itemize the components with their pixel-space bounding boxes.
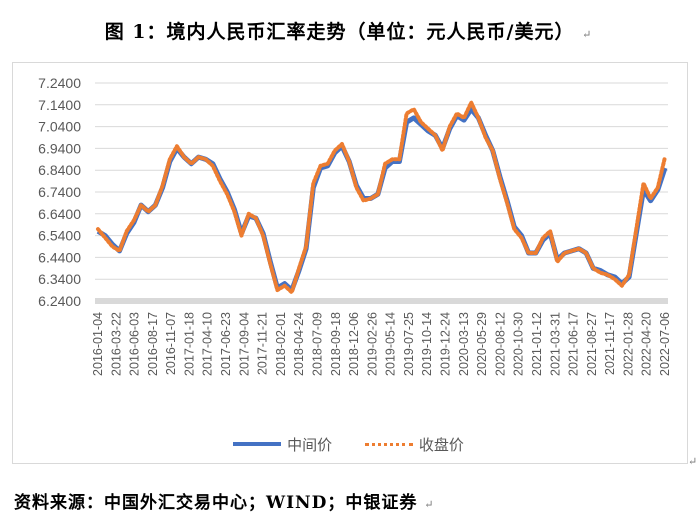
x-axis-labels: 2016-01-04 2016-03-22 2016-06-03 2016-08-17… [91,312,672,376]
series-mid-price-line [96,106,668,293]
x-tick-label: 2017-11-21 [256,312,270,375]
x-tick-label: 2019-12-24 [439,312,453,376]
x-tick-label: 2018-07-09 [310,312,324,376]
x-tick-label: 2018-12-06 [347,312,361,376]
y-tick-label: 6.4400 [38,249,81,265]
x-tick-label: 2020-03-13 [457,312,471,376]
x-tick-label: 2017-09-04 [237,312,251,376]
x-tick-label: 2019-10-14 [420,312,434,376]
y-tick-label: 6.3400 [38,271,81,287]
x-tick-label: 2016-03-22 [109,312,123,376]
y-tick-label: 7.1400 [38,97,81,113]
x-tick-label: 2018-09-18 [329,312,343,376]
x-tick-label: 2016-06-03 [128,312,142,376]
x-tick-label: 2020-10-30 [512,312,526,376]
x-tick-label: 2022-01-28 [621,312,635,376]
chart-frame [12,62,688,464]
chart-legend: 中间价 收盘价 [0,432,697,455]
x-tick-label: 2019-07-25 [402,312,416,376]
y-tick-label: 7.0400 [38,119,81,135]
y-tick-label: 6.2400 [38,293,81,309]
figure-title: 图 1：境内人民币汇率走势（单位：元人民币/美元） ↵ [0,17,697,44]
x-tick-label: 2021-03-31 [548,312,562,376]
x-tick-label: 2016-08-17 [146,312,160,376]
x-tick-label: 2017-01-18 [182,312,196,376]
legend-label: 中间价 [287,435,333,454]
x-tick-label: 2019-05-14 [384,312,398,376]
x-tick-label: 2018-02-01 [274,312,288,376]
y-tick-label: 6.6400 [38,206,81,222]
dotted-line-icon [364,443,413,446]
x-tick-label: 2018-04-24 [292,312,306,376]
paragraph-mark-icon: ↵ [424,498,435,511]
y-tick-label: 6.5400 [38,228,81,244]
x-tick-label: 2020-05-29 [475,312,489,376]
x-tick-label: 2017-04-10 [201,312,215,376]
figure-title-text: 图 1：境内人民币汇率走势（单位：元人民币/美元） [104,21,575,43]
x-tick-label: 2016-01-04 [91,312,105,376]
y-axis-labels: 7.2400 7.1400 7.0400 6.9400 6.8400 6.7400 6.64… [38,75,81,309]
legend-item-mid-price: 中间价 [233,434,332,455]
y-tick-label: 7.2400 [38,75,81,91]
paragraph-mark-icon: ↵ [688,455,697,468]
series-close-price-line [96,100,667,295]
source-text: 资料来源：中国外汇交易中心；WIND；中银证券 [14,493,418,513]
x-tick-label: 2022-04-20 [640,312,654,376]
x-tick-label: 2020-08-12 [493,312,507,376]
legend-item-close-price: 收盘价 [364,434,464,455]
x-tick-label: 2021-01-12 [530,312,544,376]
y-tick-label: 6.8400 [38,162,81,178]
y-tick-label: 6.7400 [38,184,81,200]
x-tick-label: 2022-07-06 [658,312,672,376]
x-tick-label: 2021-11-17 [603,312,617,375]
gridlines [95,82,668,280]
x-axis-band [95,298,668,304]
x-tick-label: 2017-06-23 [219,312,233,376]
x-tick-label: 2021-08-27 [585,312,599,376]
solid-line-icon [233,442,282,446]
x-tick-label: 2016-11-07 [164,312,178,375]
x-tick-label: 2019-02-26 [365,312,379,376]
legend-label: 收盘价 [418,436,464,454]
y-tick-label: 6.9400 [38,140,81,156]
x-tick-label: 2021-06-17 [567,312,581,376]
paragraph-mark-icon: ↵ [582,28,593,41]
source-note: 资料来源：中国外汇交易中心；WIND；中银证券 ↵ [14,488,434,513]
